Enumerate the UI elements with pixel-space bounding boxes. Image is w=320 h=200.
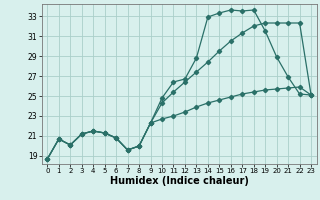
X-axis label: Humidex (Indice chaleur): Humidex (Indice chaleur) bbox=[110, 176, 249, 186]
